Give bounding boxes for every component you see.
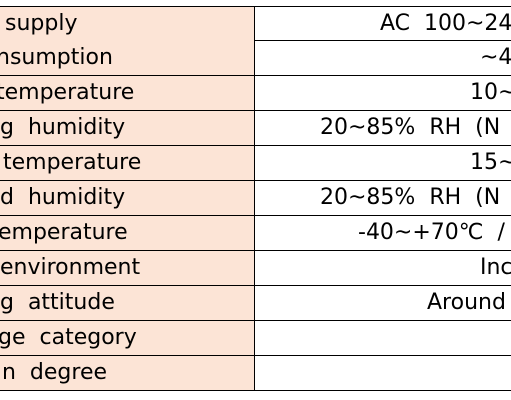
- value-text: 20~85% RH (N: [320, 115, 501, 140]
- table-row: g humidity 20~85% RH (N: [0, 111, 511, 146]
- label-text: ge category: [0, 325, 137, 350]
- value-cell: Inc: [255, 251, 511, 285]
- value-text: Inc: [480, 255, 511, 280]
- value-text: 15~: [470, 150, 511, 175]
- label-text: emperature: [0, 220, 128, 245]
- value-cell: ~4: [255, 41, 511, 75]
- label-cell: emperature: [0, 216, 255, 250]
- table-row: n degree: [0, 356, 511, 391]
- value-cell: [255, 321, 511, 355]
- label-cell: temperature: [0, 76, 255, 110]
- value-cell: AC 100~24: [255, 7, 511, 41]
- table-row: d humidity 20~85% RH (N: [0, 181, 511, 216]
- value-text: AC 100~24: [380, 11, 511, 36]
- label-cell: nsumption: [0, 41, 255, 75]
- label-text: g attitude: [0, 290, 115, 315]
- label-text: nsumption: [0, 45, 113, 70]
- label-text: n degree: [2, 360, 108, 385]
- value-cell: 15~: [255, 146, 511, 180]
- label-cell: d humidity: [0, 181, 255, 215]
- table-row: supply AC 100~24: [0, 6, 511, 41]
- value-text: -40~+70℃ /: [358, 220, 505, 245]
- value-cell: 20~85% RH (N: [255, 111, 511, 145]
- label-cell: supply: [0, 7, 255, 41]
- value-text: ~4: [480, 45, 511, 70]
- label-cell: g humidity: [0, 111, 255, 145]
- label-text: temperature: [0, 80, 135, 105]
- label-text: temperature: [0, 150, 142, 175]
- label-text: supply: [0, 11, 78, 36]
- value-text: 20~85% RH (N: [320, 185, 501, 210]
- table-row: environment Inc: [0, 251, 511, 286]
- table-row: emperature -40~+70℃ /: [0, 216, 511, 251]
- label-cell: temperature: [0, 146, 255, 180]
- value-cell: [255, 356, 511, 390]
- value-cell: Around: [255, 286, 511, 320]
- value-text: 10~: [470, 80, 511, 105]
- table-row: temperature 10~: [0, 76, 511, 111]
- value-text: Around: [427, 290, 506, 315]
- label-text: g humidity: [0, 115, 126, 140]
- table-row: temperature 15~: [0, 146, 511, 181]
- value-cell: 20~85% RH (N: [255, 181, 511, 215]
- table-row: ge category: [0, 321, 511, 356]
- label-cell: environment: [0, 251, 255, 285]
- value-cell: -40~+70℃ /: [255, 216, 511, 250]
- value-cell: 10~: [255, 76, 511, 110]
- table-row: g attitude Around: [0, 286, 511, 321]
- label-cell: g attitude: [0, 286, 255, 320]
- label-cell: n degree: [0, 356, 255, 390]
- label-text: environment: [0, 255, 141, 280]
- label-text: d humidity: [0, 185, 126, 210]
- label-cell: ge category: [0, 321, 255, 355]
- table-row: nsumption ~4: [0, 41, 511, 76]
